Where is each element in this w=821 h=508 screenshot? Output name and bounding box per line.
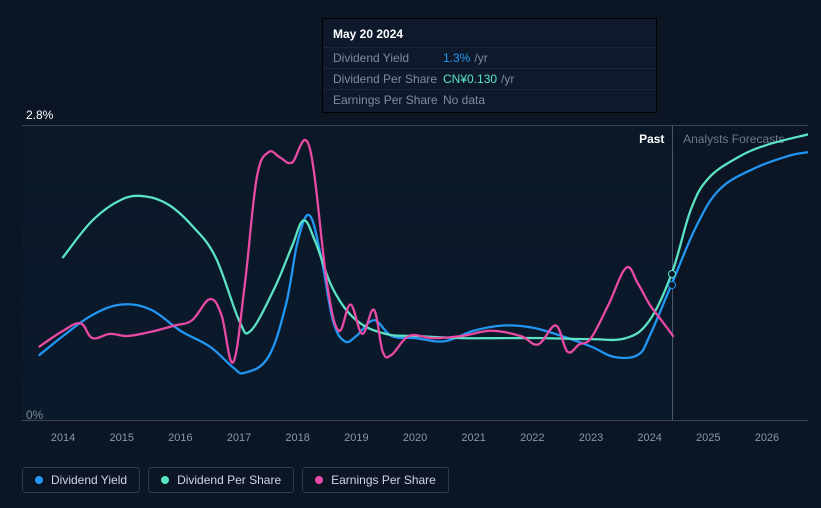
- legend-dot-icon: [35, 476, 43, 484]
- x-tick: 2026: [755, 432, 779, 444]
- series-line-dividend_yield: [40, 152, 808, 373]
- tooltip-row-value: 1.3%/yr: [443, 51, 488, 65]
- tooltip: May 20 2024 Dividend Yield1.3%/yrDividen…: [322, 18, 657, 113]
- x-tick: 2015: [109, 432, 133, 444]
- series-line-dividend_per_share: [63, 134, 808, 340]
- chart-svg: [22, 126, 808, 420]
- tooltip-row-label: Earnings Per Share: [333, 93, 443, 107]
- tooltip-row-label: Dividend Per Share: [333, 72, 443, 86]
- x-tick: 2024: [637, 432, 661, 444]
- x-tick: 2021: [461, 432, 485, 444]
- tooltip-row-value: CN¥0.130/yr: [443, 72, 514, 86]
- x-axis: 2014 2015 2016 2017 2018 2019 2020 2021 2022 2023…: [22, 432, 808, 448]
- x-tick: 2018: [285, 432, 309, 444]
- legend-item-dividend_yield[interactable]: Dividend Yield: [22, 467, 140, 493]
- tooltip-row: Dividend Yield1.3%/yr: [323, 47, 656, 68]
- tooltip-row-value: No data: [443, 93, 485, 107]
- dividend-history-chart: 2.8% 0% Past Analysts Forecasts 20142015…: [0, 0, 821, 508]
- series-line-earnings_per_share: [40, 140, 673, 363]
- x-tick: 2025: [696, 432, 720, 444]
- tooltip-date: May 20 2024: [323, 25, 656, 47]
- tooltip-row-label: Dividend Yield: [333, 51, 443, 65]
- tooltip-row: Earnings Per ShareNo data: [323, 89, 656, 110]
- legend-label: Dividend Per Share: [177, 473, 281, 487]
- legend-label: Dividend Yield: [51, 473, 127, 487]
- legend-item-dividend_per_share[interactable]: Dividend Per Share: [148, 467, 294, 493]
- cursor-marker-dividend_per_share: [668, 270, 676, 278]
- x-tick: 2022: [520, 432, 544, 444]
- legend-item-earnings_per_share[interactable]: Earnings Per Share: [302, 467, 449, 493]
- y-axis-max-label: 2.8%: [26, 108, 53, 122]
- x-tick: 2017: [227, 432, 251, 444]
- x-tick: 2020: [403, 432, 427, 444]
- legend: Dividend Yield Dividend Per Share Earnings…: [22, 467, 449, 493]
- legend-label: Earnings Per Share: [331, 473, 436, 487]
- x-tick: 2014: [51, 432, 75, 444]
- x-tick: 2016: [168, 432, 192, 444]
- plot-area[interactable]: Past Analysts Forecasts: [22, 125, 808, 421]
- x-tick: 2023: [579, 432, 603, 444]
- tooltip-row: Dividend Per ShareCN¥0.130/yr: [323, 68, 656, 89]
- legend-dot-icon: [315, 476, 323, 484]
- cursor-marker-dividend_yield: [668, 281, 676, 289]
- legend-dot-icon: [161, 476, 169, 484]
- x-tick: 2019: [344, 432, 368, 444]
